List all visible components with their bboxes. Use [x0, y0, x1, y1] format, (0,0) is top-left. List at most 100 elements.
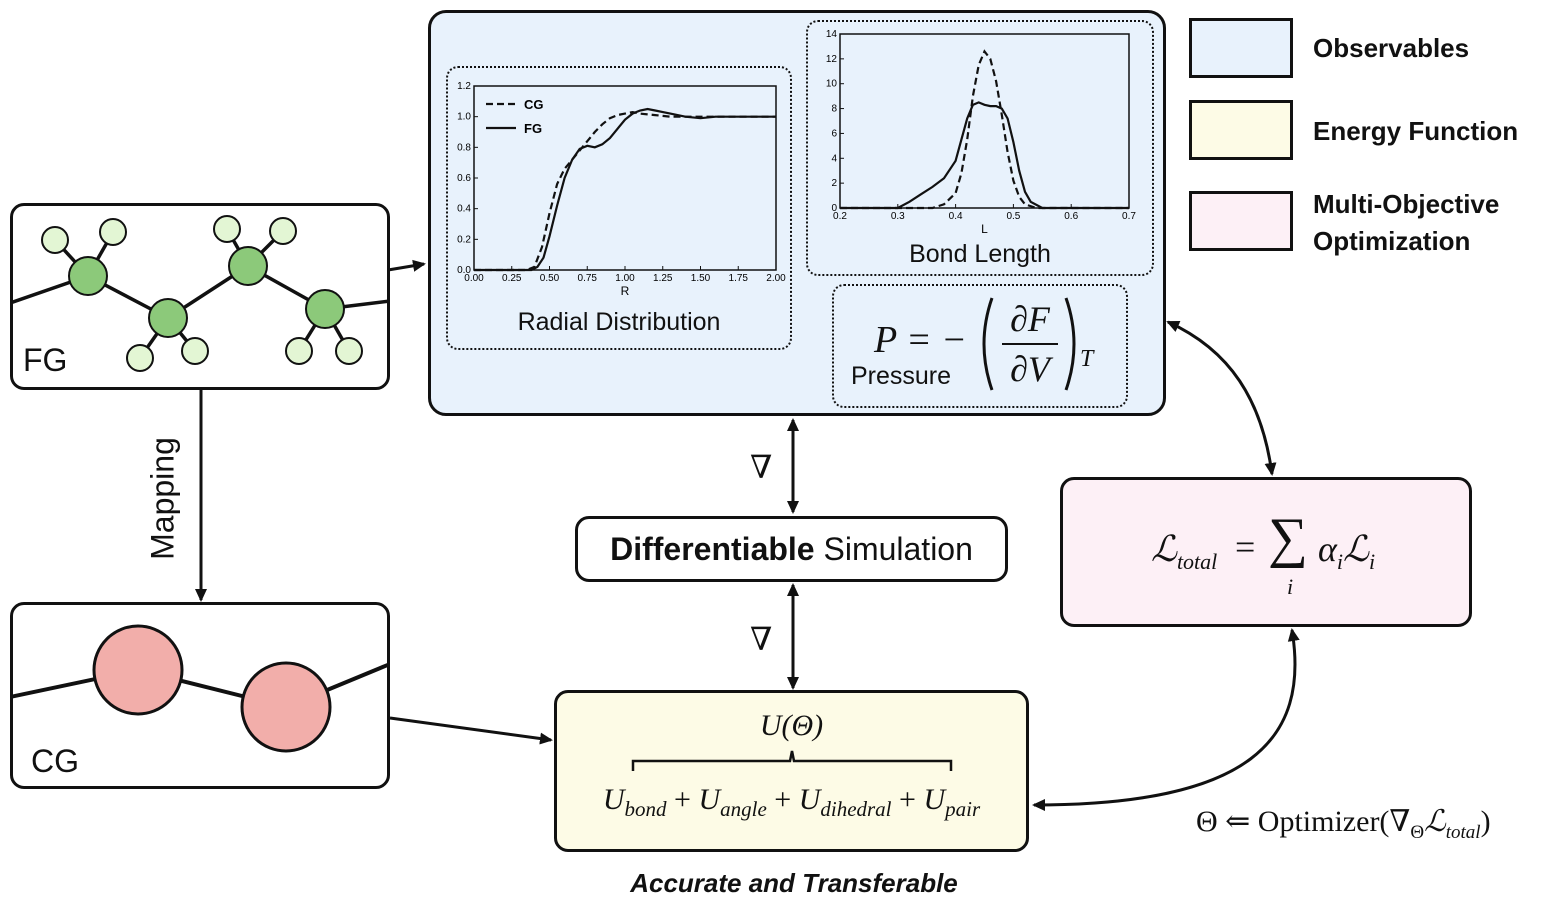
- fg-heavy-atom: [228, 246, 268, 286]
- cg-molecule: [13, 624, 387, 753]
- caption: Accurate and Transferable: [630, 868, 958, 898]
- fg-hydrogen-atom: [335, 337, 363, 365]
- x-tick-label: 1.75: [729, 273, 749, 284]
- fg-hydrogen-atom: [41, 226, 69, 254]
- cg-box: CG: [10, 602, 390, 789]
- x-tick-label: 1.00: [615, 273, 635, 284]
- fg-heavy-atom: [68, 256, 108, 296]
- x-tick-label: 0.4: [949, 211, 963, 222]
- y-tick-label: 0.6: [457, 173, 471, 184]
- pressure-numerator: ∂F: [1010, 299, 1050, 339]
- gradient-symbol-top: ∇: [750, 449, 773, 485]
- loss-sum-symbol: ∑: [1268, 507, 1308, 569]
- y-tick-label: 2: [831, 178, 837, 189]
- y-tick-label: 4: [831, 153, 837, 164]
- energy-term: Upair: [923, 783, 981, 821]
- x-tick-label: 1.50: [691, 273, 711, 284]
- pressure-paren-right: [1064, 297, 1076, 391]
- pressure-fraction-bar: [1002, 343, 1058, 345]
- simulation-label-bold: Differentiable: [610, 531, 815, 567]
- legend-swatch-energy-function: [1189, 100, 1293, 160]
- loss-sum-index: i: [1287, 574, 1294, 599]
- bond-length-panel: [806, 20, 1154, 276]
- x-tick-label: 0.50: [540, 273, 560, 284]
- arrow-fg-to-observables: [387, 259, 426, 272]
- pressure-denominator: ∂V: [1010, 349, 1050, 389]
- y-tick-label: 0.0: [457, 265, 471, 276]
- energy-function-box: U(Θ) Ubond + Uangle + Udihedral + Upair: [554, 690, 1029, 852]
- y-tick-label: 0: [831, 203, 837, 214]
- loss-lhs: ℒtotal: [1151, 529, 1218, 575]
- series-line: [474, 107, 776, 272]
- y-tick-label: 0.2: [457, 234, 471, 245]
- y-tick-label: 6: [831, 128, 837, 139]
- cg-label: CG: [31, 743, 79, 779]
- arrow-observables-loss: [1166, 320, 1277, 476]
- legend-swatch-observables: [1189, 18, 1293, 78]
- legend-entry: CG: [524, 97, 544, 112]
- fg-hydrogen-atom: [269, 217, 297, 245]
- bond-length-title: Bond Length: [909, 240, 1051, 268]
- y-tick-label: 12: [826, 54, 838, 65]
- simulation-label-normal: Simulation: [814, 531, 973, 567]
- legend-label-observables: Observables: [1313, 33, 1470, 63]
- y-tick-label: 1.0: [457, 112, 471, 123]
- legend-entry: FG: [524, 121, 542, 136]
- bond-length-chart: 0.2 0.3 0.4 0.5 0.6 0.7 0 2 4 6 8 10 12 14 L: [826, 29, 1137, 236]
- y-tick-label: 1.2: [457, 81, 471, 92]
- fg-hydrogen-atom: [126, 344, 154, 372]
- mapping-label: Mapping: [144, 437, 181, 560]
- x-axis-label: R: [621, 284, 630, 298]
- pressure-subscript: T: [1080, 346, 1094, 372]
- x-tick-label: 0.6: [1064, 211, 1078, 222]
- legend-swatch-multi-objective: [1189, 191, 1293, 251]
- x-tick-label: 0.7: [1122, 211, 1136, 222]
- pressure-panel: [832, 284, 1128, 408]
- x-tick-label: 0.3: [891, 211, 905, 222]
- radial-distribution-panel: [446, 66, 792, 350]
- y-tick-label: 10: [826, 79, 838, 90]
- fg-hydrogen-atom: [285, 337, 313, 365]
- gradient-symbol-bottom: ∇: [750, 621, 773, 657]
- y-tick-label: 14: [826, 29, 838, 40]
- x-tick-label: 0.00: [464, 273, 484, 284]
- simulation-box: Differentiable Simulation: [575, 516, 1008, 582]
- legend-label-energy-function: Energy Function: [1313, 116, 1519, 146]
- energy-term: Ubond +: [602, 783, 699, 821]
- cg-bead: [92, 624, 184, 716]
- fg-box: FG: [10, 203, 390, 390]
- loss-equals: =: [1235, 527, 1256, 567]
- x-tick-label: 2.00: [766, 273, 786, 284]
- radial-distribution-title: Radial Distribution: [517, 308, 721, 336]
- cg-bead: [240, 661, 332, 753]
- arrow-loss-energy: [1032, 628, 1300, 811]
- optimizer-update: Θ ⇐ Optimizer(∇Θℒtotal): [1196, 805, 1491, 843]
- energy-total: U(Θ): [759, 709, 824, 742]
- arrow-cg-to-energy: [389, 716, 553, 745]
- fg-heavy-atom: [148, 298, 188, 338]
- fg-hydrogen-atom: [181, 337, 209, 365]
- x-tick-label: 0.5: [1006, 211, 1020, 222]
- pressure-formula-lhs: P = −: [874, 319, 967, 361]
- energy-term: Udihedral +: [798, 783, 924, 821]
- y-tick-label: 8: [831, 104, 837, 115]
- pressure-label: Pressure: [851, 362, 952, 390]
- energy-brace: [631, 750, 953, 771]
- x-tick-label: 0.75: [578, 273, 598, 284]
- series-line: [474, 110, 776, 272]
- multi-objective-loss-box: ℒtotal = ∑ i αiℒi: [1060, 477, 1472, 627]
- legend-label-multi-objective: Multi-Objective Optimization: [1313, 189, 1500, 256]
- x-tick-label: 0.2: [833, 211, 847, 222]
- x-axis-label: L: [981, 222, 988, 236]
- x-tick-label: 0.25: [502, 273, 522, 284]
- x-tick-label: 1.25: [653, 273, 673, 284]
- loss-rhs: αiℒi: [1318, 529, 1376, 575]
- series-line: [840, 101, 1129, 210]
- fg-molecule: [13, 215, 387, 372]
- series-line: [840, 49, 1129, 210]
- fg-label: FG: [23, 342, 68, 378]
- energy-terms: Ubond + Uangle + Udihedral + Upair: [557, 783, 1026, 822]
- energy-term: Uangle +: [698, 783, 799, 821]
- pressure-paren-left: [982, 297, 994, 391]
